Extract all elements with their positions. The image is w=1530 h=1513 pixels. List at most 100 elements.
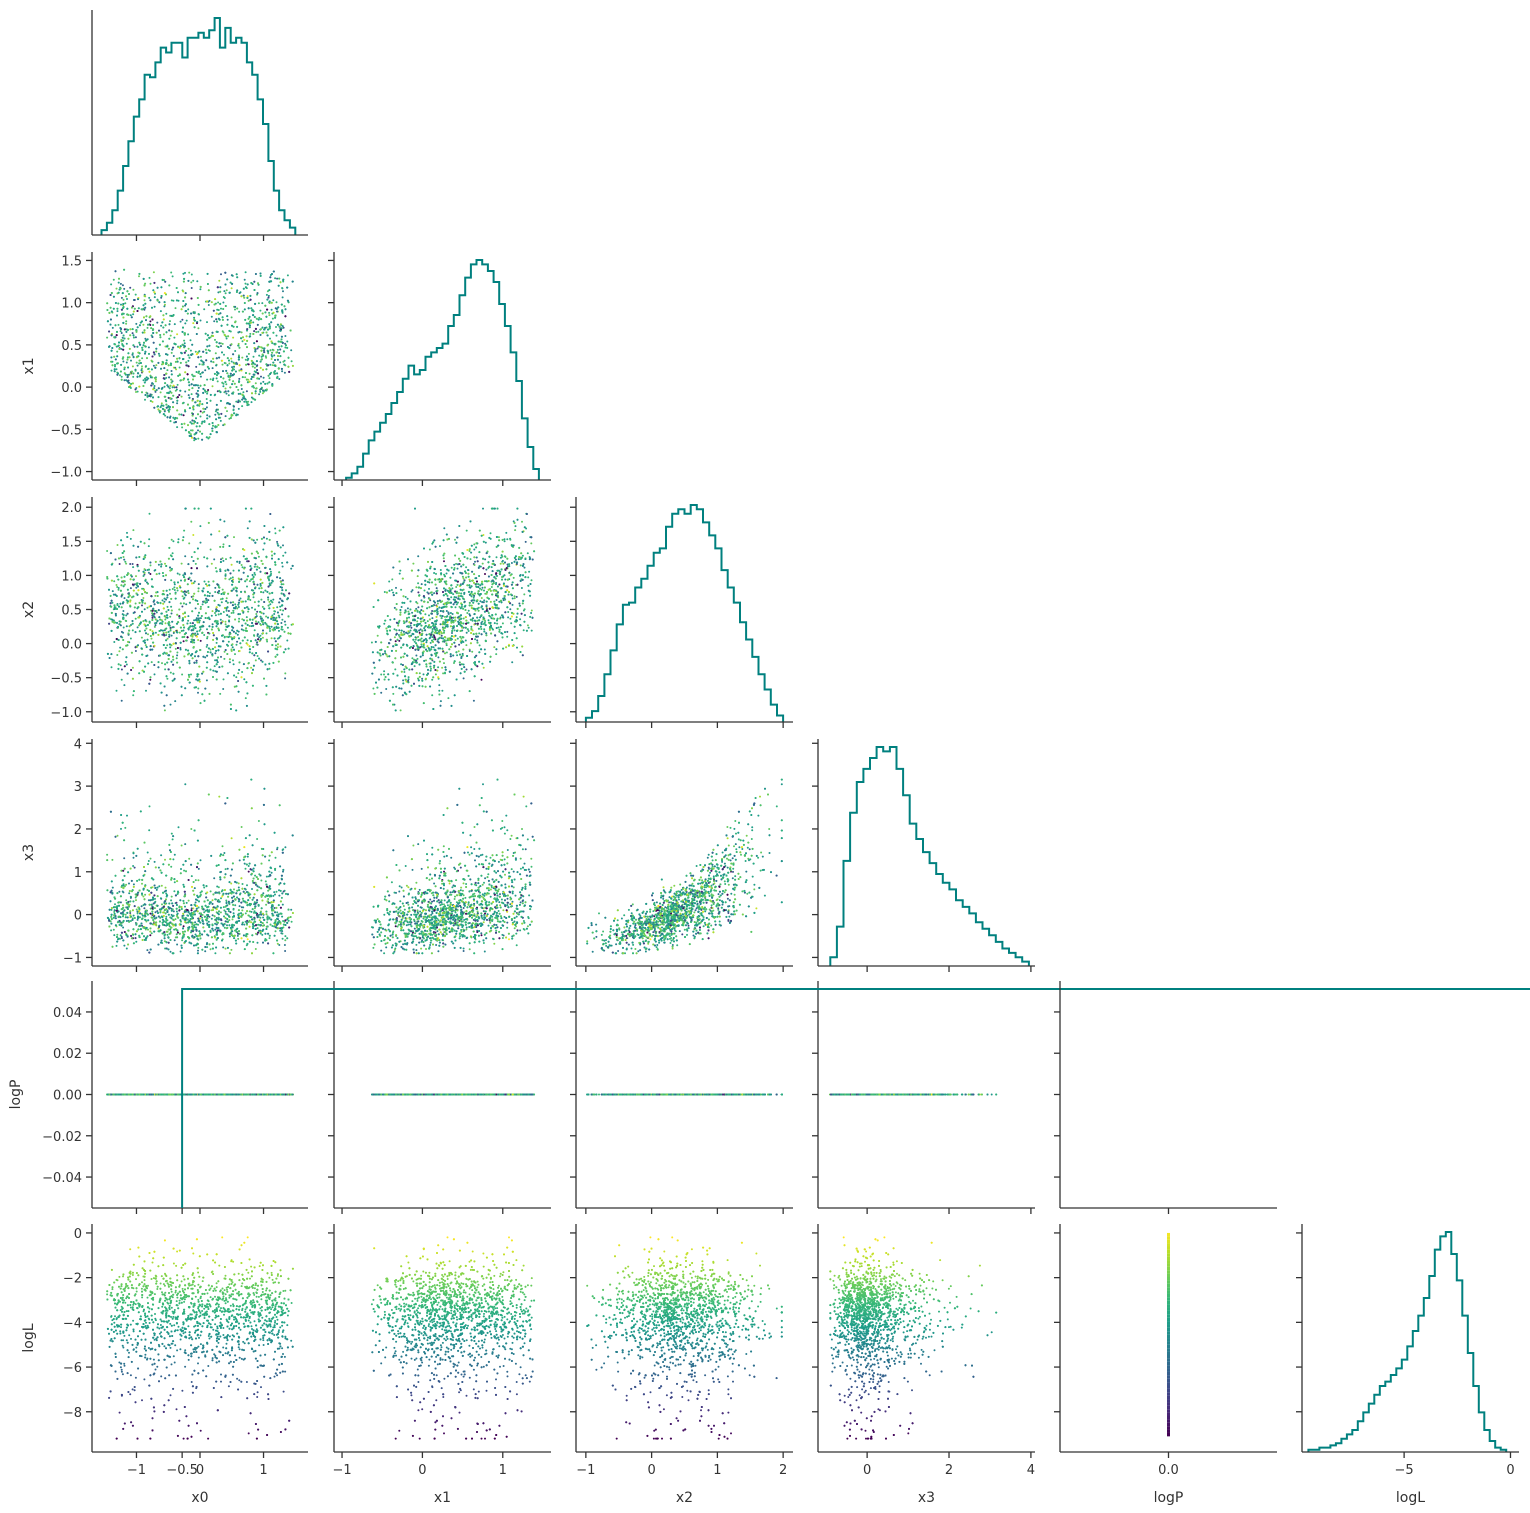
- scatter-point: [176, 587, 179, 590]
- scatter-point: [212, 638, 215, 641]
- scatter-point: [253, 386, 255, 389]
- scatter-point: [178, 357, 181, 360]
- scatter-point: [189, 433, 192, 436]
- scatter-point: [113, 370, 116, 373]
- scatter-point: [241, 639, 244, 642]
- scatter-point: [159, 618, 162, 621]
- scatter-point: [217, 372, 220, 375]
- scatter-point: [265, 632, 268, 635]
- scatter-point: [152, 341, 155, 344]
- scatter-point: [127, 313, 130, 316]
- scatter-point: [199, 355, 202, 358]
- scatter-point: [125, 656, 128, 659]
- scatter-point: [192, 422, 195, 425]
- scatter-point: [230, 649, 233, 652]
- scatter-point: [132, 595, 135, 598]
- scatter-point: [268, 667, 271, 670]
- scatter-point: [273, 613, 276, 615]
- scatter-point: [272, 270, 275, 273]
- scatter-point: [241, 340, 244, 343]
- scatter-point: [238, 364, 241, 367]
- scatter-point: [165, 376, 168, 379]
- scatter-point: [191, 419, 194, 422]
- scatter-point: [191, 582, 193, 585]
- scatter-point: [157, 609, 160, 612]
- scatter-point: [226, 672, 229, 675]
- scatter-point: [116, 350, 119, 353]
- scatter-point: [178, 608, 181, 611]
- scatter-point: [180, 308, 183, 311]
- scatter-point: [235, 414, 238, 417]
- scatter-point: [206, 334, 209, 337]
- scatter-point: [153, 305, 156, 308]
- scatter-point: [136, 326, 139, 329]
- scatter-point: [226, 315, 229, 318]
- scatter-point: [202, 407, 205, 410]
- scatter-point: [186, 622, 189, 625]
- scatter-point: [286, 340, 289, 343]
- scatter-point: [279, 597, 282, 600]
- scatter-point: [247, 400, 250, 403]
- scatter-point: [234, 603, 237, 606]
- scatter-point: [122, 321, 125, 324]
- scatter-point: [183, 529, 186, 532]
- scatter-point: [258, 640, 261, 643]
- scatter-point: [182, 414, 185, 417]
- scatter-point: [216, 609, 218, 612]
- scatter-point: [131, 332, 134, 335]
- scatter-point: [221, 342, 224, 345]
- scatter-point: [210, 614, 213, 617]
- scatter-point: [126, 612, 129, 615]
- scatter-point: [176, 417, 179, 420]
- scatter-point: [250, 666, 253, 669]
- scatter-point: [123, 550, 126, 553]
- scatter-point: [281, 613, 284, 616]
- scatter-point: [197, 386, 200, 389]
- scatter-point: [225, 609, 228, 612]
- scatter-point: [162, 333, 165, 336]
- scatter-point: [218, 389, 221, 392]
- scatter-point: [250, 507, 253, 510]
- scatter-point: [152, 332, 155, 334]
- scatter-point: [229, 417, 232, 419]
- scatter-point: [149, 320, 152, 323]
- scatter-point: [208, 423, 211, 426]
- scatter-point: [169, 626, 172, 629]
- scatter-point: [120, 556, 122, 559]
- scatter-point: [210, 334, 213, 337]
- scatter-point: [165, 406, 168, 409]
- scatter-point: [228, 545, 231, 547]
- scatter-point: [165, 639, 168, 642]
- scatter-point: [187, 308, 190, 311]
- scatter-point: [251, 392, 253, 395]
- scatter-point: [176, 399, 179, 402]
- scatter-point: [131, 352, 134, 355]
- scatter-point: [181, 636, 184, 639]
- scatter-point: [256, 633, 259, 636]
- scatter-point: [126, 588, 129, 591]
- scatter-point: [189, 421, 192, 424]
- scatter-point: [265, 537, 268, 540]
- scatter-point: [160, 324, 163, 327]
- scatter-point: [274, 316, 277, 319]
- scatter-point: [184, 615, 187, 618]
- scatter-point: [276, 372, 279, 375]
- scatter-point: [222, 688, 225, 690]
- scatter-point: [170, 299, 173, 302]
- scatter-point: [233, 674, 236, 677]
- scatter-point: [235, 709, 238, 712]
- scatter-point: [190, 629, 193, 632]
- scatter-point: [178, 631, 181, 634]
- scatter-point: [270, 354, 273, 356]
- scatter-point: [244, 358, 247, 361]
- scatter-point: [179, 361, 182, 364]
- scatter-point: [173, 323, 176, 326]
- scatter-point: [182, 602, 185, 605]
- scatter-point: [281, 589, 284, 592]
- panel-x0-x0: [91, 10, 308, 241]
- scatter-point: [225, 600, 228, 603]
- scatter-point: [161, 662, 163, 665]
- scatter-point: [169, 554, 172, 557]
- scatter-point: [189, 339, 192, 342]
- scatter-point: [225, 369, 228, 372]
